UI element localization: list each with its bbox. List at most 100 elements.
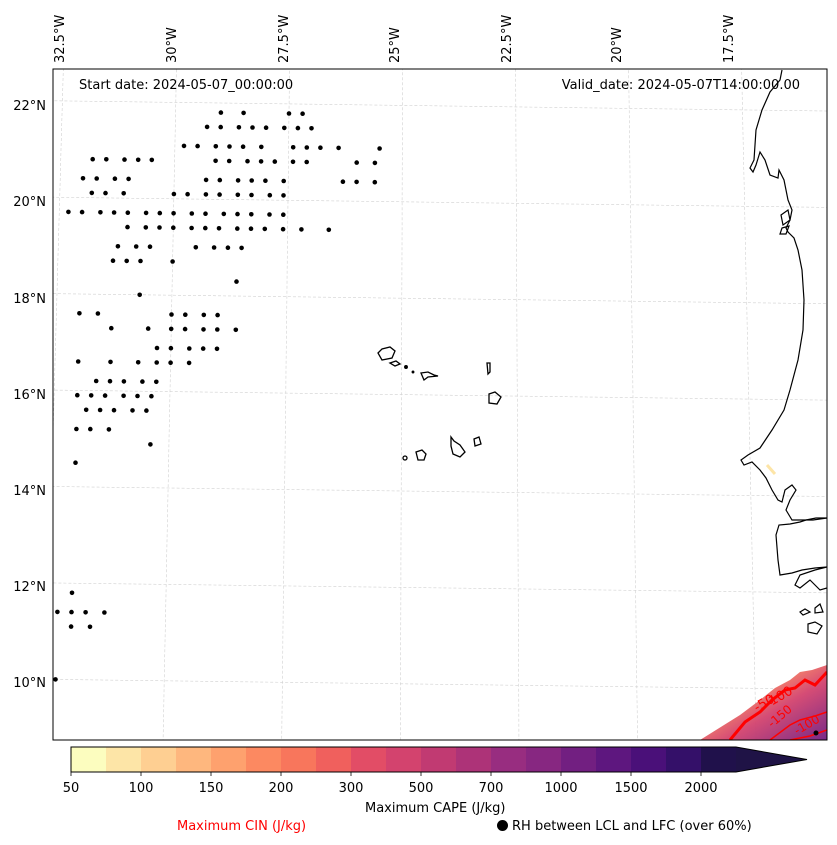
- rh-dot: [110, 258, 116, 264]
- rh-dot: [186, 360, 192, 366]
- rh-dot: [125, 224, 130, 230]
- rh-dot: [111, 210, 117, 215]
- rh-dot: [233, 327, 239, 333]
- rh-dot: [304, 145, 310, 150]
- rh-dot: [203, 177, 209, 183]
- rh-dot: [154, 360, 159, 365]
- colorbar-segment: [561, 747, 597, 772]
- latitude-tick-label: 16°N: [13, 388, 46, 403]
- latitude-tick-label: 14°N: [13, 484, 46, 499]
- rh-dot: [125, 210, 131, 215]
- rh-dot: [124, 258, 129, 264]
- rh-dot: [201, 312, 207, 318]
- rh-dot: [249, 192, 254, 198]
- colorbar-segment: [211, 747, 247, 772]
- rh-dot: [108, 359, 113, 365]
- rh-dot: [154, 345, 160, 351]
- rh-dot: [300, 111, 305, 116]
- rh-legend-marker-icon: [497, 820, 508, 831]
- colorbar-tick-label: 50: [62, 781, 80, 796]
- rh-dot: [69, 609, 74, 615]
- rh-dot: [133, 244, 139, 249]
- rh-dot: [239, 245, 244, 251]
- rh-legend: RH between LCL and LFC (over 60%): [497, 819, 752, 834]
- rh-dot: [107, 378, 113, 384]
- colorbar-segment: [106, 747, 142, 772]
- rh-dot: [263, 178, 268, 183]
- rh-dot: [93, 378, 99, 384]
- latitude-gridline: [53, 389, 827, 401]
- rh-dot: [326, 227, 332, 233]
- cin-legend-label: Maximum CIN (J/kg): [177, 819, 307, 834]
- valid-date-annotation: Valid_date: 2024-05-07T14:00:00.00: [561, 78, 800, 93]
- rh-dot: [154, 379, 159, 385]
- rh-dot: [250, 125, 255, 130]
- rh-dot: [234, 279, 239, 284]
- rh-dot: [259, 144, 264, 150]
- rh-dot: [83, 610, 88, 615]
- rh-dot: [181, 143, 187, 149]
- latitude-gridline: [53, 100, 827, 112]
- longitude-gridline: [281, 69, 290, 740]
- island-sao-vicente: [388, 360, 402, 367]
- longitude-gridline: [515, 69, 520, 740]
- rh-dot: [262, 226, 268, 232]
- rh-dot: [55, 609, 60, 615]
- longitude-gridline: [53, 69, 64, 446]
- rh-dot: [104, 157, 109, 162]
- rh-dot: [280, 226, 286, 232]
- rh-dot: [372, 160, 378, 166]
- rh-dot: [144, 408, 149, 413]
- rh-dot: [193, 245, 199, 250]
- rh-dot: [77, 311, 82, 316]
- rh-dot: [354, 160, 360, 165]
- colorbar-extend-arrow: [736, 747, 807, 772]
- rh-dot: [135, 360, 141, 365]
- coastline-africa-south: [775, 517, 827, 591]
- rh-dot: [149, 157, 155, 163]
- rh-dot: [225, 245, 231, 250]
- rh-dot: [121, 379, 127, 384]
- island-sao-nicolau: [420, 371, 439, 382]
- rh-dot: [69, 590, 75, 596]
- rh-dot: [75, 359, 81, 364]
- colorbar-segment: [666, 747, 702, 772]
- rh-dot: [122, 157, 127, 162]
- rh-legend-label: RH between LCL and LFC (over 60%): [512, 819, 752, 834]
- rh-dot: [68, 624, 74, 629]
- island-sal: [486, 362, 491, 376]
- rh-dot: [290, 159, 296, 165]
- rh-dot: [204, 124, 210, 130]
- colorbar-outline: [70, 746, 808, 773]
- island-brava: [402, 455, 408, 461]
- latitude-tick-label: 22°N: [13, 99, 46, 114]
- rh-dot: [168, 345, 174, 351]
- rh-dot: [83, 407, 89, 413]
- rh-dot: [187, 346, 192, 351]
- rh-dot: [214, 346, 220, 352]
- rh-dot: [169, 312, 174, 317]
- rh-dot: [216, 226, 222, 231]
- rh-dot: [235, 178, 241, 183]
- rh-dot: [115, 244, 121, 249]
- coastline-islands-bissau: [799, 603, 824, 635]
- longitude-gridline: [400, 69, 403, 740]
- rh-dot: [90, 156, 95, 162]
- rh-dot: [236, 125, 242, 130]
- rh-dot: [211, 245, 217, 250]
- colorbar-tick-label: 300: [338, 781, 364, 796]
- colorbar-tick-label: 100: [128, 781, 154, 796]
- latitude-tick-label: 10°N: [13, 676, 46, 691]
- gridlines: [53, 69, 827, 740]
- cape-verde-islands: [377, 346, 502, 461]
- rh-dot: [112, 176, 118, 181]
- colorbar-segment: [351, 747, 387, 772]
- rh-dot: [171, 211, 176, 216]
- rh-dot: [226, 158, 232, 164]
- colorbar-segment: [631, 747, 667, 772]
- cape-colorbar: [70, 746, 808, 776]
- latitude-tick-label: 12°N: [13, 580, 46, 595]
- colorbar-segment: [526, 747, 562, 772]
